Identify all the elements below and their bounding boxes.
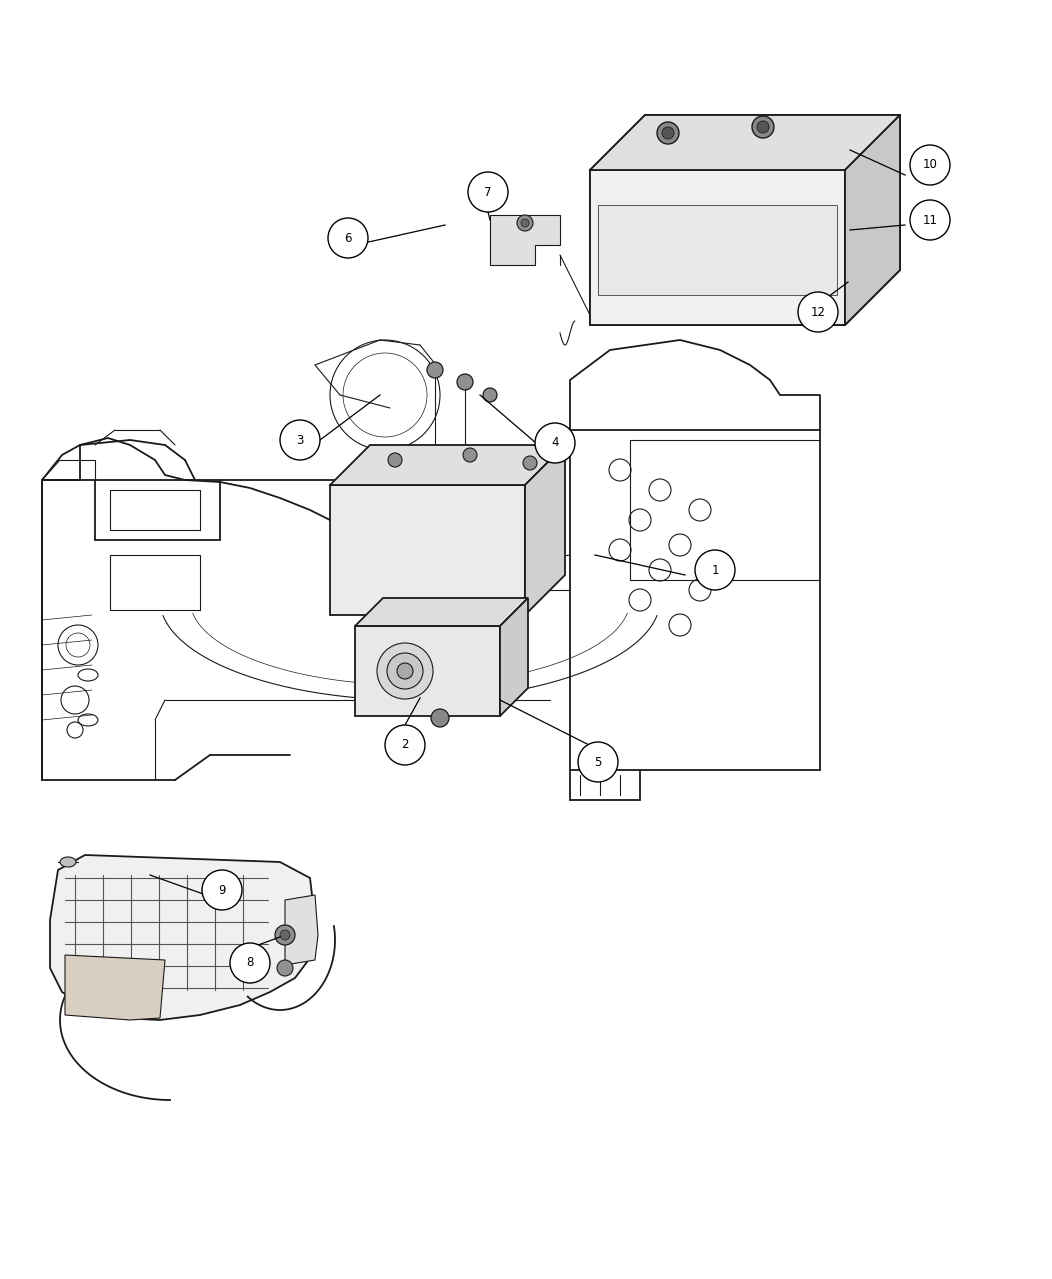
Circle shape [377,643,433,700]
Text: 4: 4 [551,436,559,449]
Circle shape [277,961,294,976]
Text: 5: 5 [594,756,602,769]
Circle shape [798,292,838,333]
Text: 3: 3 [297,434,304,446]
Circle shape [535,423,575,463]
Text: 9: 9 [218,884,226,897]
Circle shape [387,654,423,689]
Polygon shape [490,215,560,265]
Text: 1: 1 [711,564,719,577]
Circle shape [385,725,425,765]
Circle shape [517,215,533,231]
Circle shape [910,200,950,240]
Polygon shape [845,115,901,325]
Polygon shape [500,599,528,716]
Polygon shape [590,170,845,325]
Ellipse shape [60,857,76,867]
Polygon shape [525,445,565,615]
Circle shape [468,171,508,212]
Polygon shape [590,115,901,170]
Polygon shape [50,854,315,1019]
Circle shape [397,663,413,679]
Text: 7: 7 [484,185,491,198]
Polygon shape [65,955,165,1019]
Circle shape [910,145,950,185]
Circle shape [658,122,679,145]
Polygon shape [598,205,837,295]
Circle shape [431,709,449,726]
Text: 11: 11 [923,214,937,226]
Circle shape [752,116,774,138]
Circle shape [280,420,320,460]
Circle shape [757,122,769,133]
Text: 12: 12 [810,306,826,318]
Circle shape [275,925,295,945]
Text: 6: 6 [344,231,351,244]
Polygon shape [330,485,525,615]
Circle shape [202,870,242,909]
Polygon shape [285,895,318,964]
Circle shape [388,453,402,467]
Circle shape [457,373,473,390]
Polygon shape [330,445,565,485]
Text: 8: 8 [246,957,254,969]
Polygon shape [355,625,500,716]
Text: 10: 10 [923,159,937,171]
Circle shape [328,217,368,258]
Circle shape [523,457,537,469]
Circle shape [280,930,290,940]
Circle shape [427,362,443,379]
Circle shape [578,742,618,781]
Circle shape [521,219,529,226]
Circle shape [662,127,674,139]
Circle shape [463,448,477,462]
Text: 2: 2 [401,738,409,752]
Circle shape [230,943,270,984]
Polygon shape [355,599,528,625]
Circle shape [695,550,735,590]
Circle shape [483,388,497,402]
